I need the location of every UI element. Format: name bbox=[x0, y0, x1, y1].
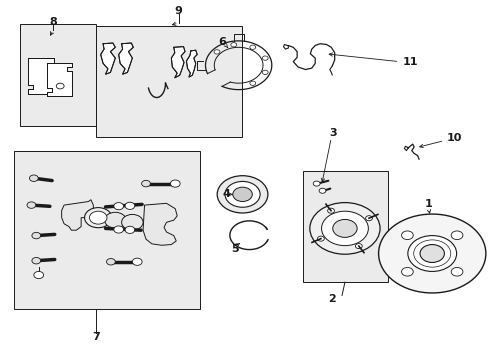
Circle shape bbox=[29, 175, 38, 181]
Text: 9: 9 bbox=[174, 6, 182, 17]
Text: 8: 8 bbox=[49, 17, 57, 27]
Circle shape bbox=[401, 231, 412, 239]
Circle shape bbox=[309, 203, 379, 254]
Circle shape bbox=[321, 211, 367, 246]
Polygon shape bbox=[171, 46, 184, 78]
Text: 11: 11 bbox=[402, 57, 417, 67]
Circle shape bbox=[32, 232, 41, 239]
Polygon shape bbox=[47, 63, 72, 96]
Polygon shape bbox=[101, 43, 115, 74]
Circle shape bbox=[249, 81, 255, 85]
Circle shape bbox=[378, 214, 485, 293]
Circle shape bbox=[319, 188, 325, 193]
Circle shape bbox=[34, 271, 43, 279]
Text: 1: 1 bbox=[424, 199, 432, 210]
Circle shape bbox=[332, 220, 356, 237]
Text: 3: 3 bbox=[329, 128, 336, 138]
Circle shape bbox=[142, 180, 150, 187]
Circle shape bbox=[262, 56, 267, 60]
Circle shape bbox=[249, 45, 255, 49]
Circle shape bbox=[84, 208, 112, 228]
Text: 10: 10 bbox=[446, 133, 461, 143]
Text: 2: 2 bbox=[328, 294, 335, 304]
Circle shape bbox=[419, 244, 444, 262]
Circle shape bbox=[450, 231, 462, 239]
Circle shape bbox=[170, 180, 180, 187]
Circle shape bbox=[365, 216, 372, 221]
Bar bbox=[96, 26, 242, 137]
Circle shape bbox=[114, 226, 123, 233]
Polygon shape bbox=[61, 200, 93, 230]
Circle shape bbox=[230, 42, 236, 47]
Circle shape bbox=[106, 258, 115, 265]
Circle shape bbox=[232, 187, 252, 202]
Circle shape bbox=[214, 50, 220, 54]
Circle shape bbox=[104, 212, 126, 228]
Circle shape bbox=[122, 215, 143, 230]
Circle shape bbox=[132, 258, 142, 265]
Circle shape bbox=[224, 181, 260, 207]
Bar bbox=[303, 171, 387, 282]
Circle shape bbox=[355, 244, 362, 249]
Circle shape bbox=[217, 176, 267, 213]
Circle shape bbox=[317, 236, 324, 241]
Text: 6: 6 bbox=[218, 37, 226, 47]
Bar bbox=[14, 151, 199, 309]
Circle shape bbox=[313, 181, 320, 186]
Text: 7: 7 bbox=[92, 332, 100, 342]
Bar bbox=[20, 24, 96, 126]
Polygon shape bbox=[27, 58, 54, 94]
Circle shape bbox=[401, 267, 412, 276]
Circle shape bbox=[32, 257, 41, 264]
Circle shape bbox=[89, 211, 107, 224]
Circle shape bbox=[450, 267, 462, 276]
Polygon shape bbox=[143, 203, 177, 245]
Text: 5: 5 bbox=[230, 244, 238, 254]
Circle shape bbox=[125, 226, 135, 233]
Polygon shape bbox=[186, 50, 197, 77]
Circle shape bbox=[27, 202, 36, 208]
Circle shape bbox=[262, 70, 267, 75]
Circle shape bbox=[125, 202, 135, 210]
Polygon shape bbox=[119, 43, 133, 74]
Circle shape bbox=[56, 83, 64, 89]
Circle shape bbox=[327, 208, 334, 213]
Circle shape bbox=[407, 235, 456, 271]
Circle shape bbox=[114, 203, 123, 210]
Text: 4: 4 bbox=[222, 189, 229, 199]
